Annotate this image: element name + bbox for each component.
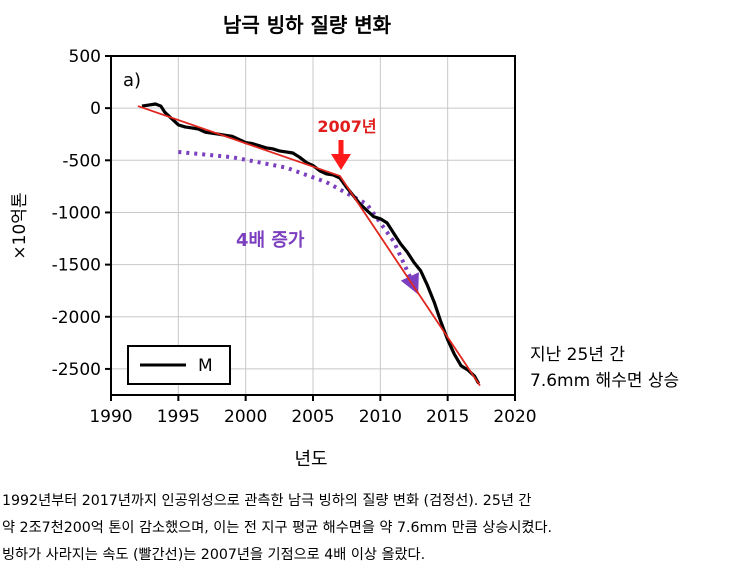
x-tick-label: 2005: [291, 407, 334, 427]
y-axis-label: ×10억톤: [10, 192, 30, 259]
x-tick-label: 1995: [157, 407, 200, 427]
y-tick-label: -2000: [52, 308, 101, 328]
legend: M: [127, 345, 231, 385]
axis-ticks: 1990 1995 2000 2005 2010 2015 2020 500 0 -500 -100…: [52, 47, 537, 427]
x-tick-label: 2010: [359, 407, 402, 427]
caption-line-1: 1992년부터 2017년까지 인공위성으로 관측한 남극 빙하의 질량 변화 …: [2, 493, 532, 509]
x-tick-label: 2000: [224, 407, 267, 427]
y-tick-label: 500: [69, 47, 101, 67]
y-tick-label: 0: [90, 99, 101, 119]
sea-level-note-line1: 지난 25년 간: [530, 345, 625, 365]
annotation-2007: 2007년: [317, 117, 377, 170]
plot-frame: [110, 55, 516, 396]
caption-line-2: 약 2조7천200억 톤이 감소했으며, 이는 전 지구 평균 해수면을 약 7…: [2, 520, 553, 536]
annotation-4x-increase: 4배 증가: [236, 230, 305, 251]
x-axis-label: 년도: [294, 449, 327, 470]
arrow-down-icon: [331, 154, 351, 170]
x-tick-label: 2015: [426, 407, 469, 427]
legend-label: M: [198, 356, 213, 376]
y-tick-label: -1000: [52, 203, 101, 223]
panel-label: a): [123, 70, 141, 91]
x-tick-label: 1990: [89, 407, 132, 427]
grid: [111, 56, 515, 395]
x-tick-label: 2020: [493, 407, 536, 427]
series-line-m: [141, 102, 481, 385]
sea-level-note-line2: 7.6mm 해수면 상승: [530, 371, 680, 391]
y-tick-label: -500: [62, 151, 101, 171]
annotation-2007-label: 2007년: [317, 117, 376, 136]
series-layer: [137, 102, 481, 387]
caption-line-3: 빙하가 사라지는 속도 (빨간선)는 2007년을 기점으로 4배 이상 올랐다…: [2, 547, 426, 563]
chart-title: 남극 빙하 질량 변화: [223, 13, 392, 37]
sea-level-note: 지난 25년 간 7.6mm 해수면 상승: [530, 342, 679, 394]
trend-line-red: [137, 105, 481, 387]
figure-caption: 1992년부터 2017년까지 인공위성으로 관측한 남극 빙하의 질량 변화 …: [2, 488, 726, 569]
y-tick-label: -1500: [52, 256, 101, 276]
y-tick-label: -2500: [52, 360, 101, 380]
